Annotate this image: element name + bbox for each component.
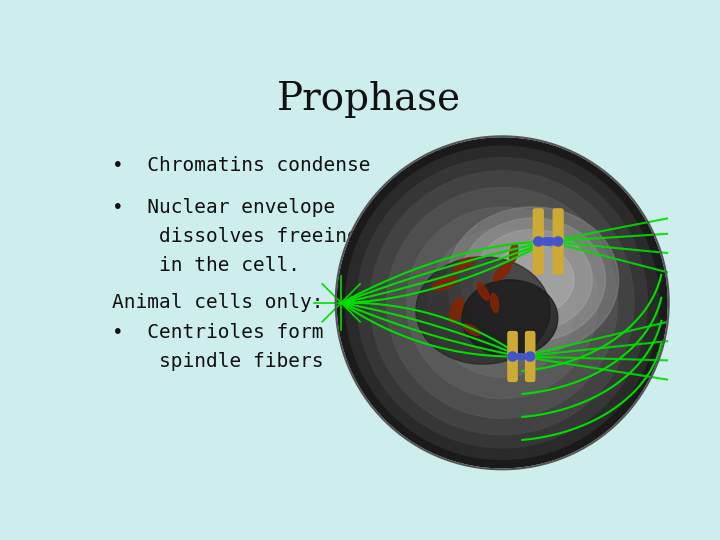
Ellipse shape	[474, 230, 593, 330]
Ellipse shape	[407, 207, 598, 399]
Ellipse shape	[449, 298, 463, 323]
Ellipse shape	[536, 238, 560, 245]
Circle shape	[554, 237, 563, 246]
Ellipse shape	[462, 280, 558, 356]
Ellipse shape	[490, 293, 499, 312]
Ellipse shape	[460, 218, 606, 341]
Ellipse shape	[387, 187, 618, 418]
Text: spindle fibers: spindle fibers	[112, 352, 324, 370]
Text: Animal cells only:: Animal cells only:	[112, 294, 324, 313]
Ellipse shape	[449, 250, 555, 355]
Circle shape	[526, 352, 535, 361]
Circle shape	[534, 237, 543, 246]
Text: in the cell.: in the cell.	[112, 256, 300, 275]
Ellipse shape	[511, 354, 532, 359]
Ellipse shape	[510, 244, 518, 262]
Ellipse shape	[463, 324, 480, 335]
Ellipse shape	[493, 264, 511, 281]
Text: Prophase: Prophase	[277, 82, 461, 118]
Ellipse shape	[346, 146, 659, 460]
FancyBboxPatch shape	[508, 332, 517, 381]
FancyBboxPatch shape	[526, 332, 535, 381]
Ellipse shape	[447, 207, 618, 353]
Ellipse shape	[454, 258, 474, 272]
Circle shape	[508, 352, 517, 361]
Ellipse shape	[432, 277, 457, 291]
Ellipse shape	[492, 245, 574, 315]
Text: •  Nuclear envelope: • Nuclear envelope	[112, 198, 336, 217]
Ellipse shape	[477, 283, 489, 300]
Ellipse shape	[338, 138, 667, 468]
Ellipse shape	[357, 158, 647, 448]
FancyBboxPatch shape	[553, 209, 563, 274]
Text: •  Centrioles form: • Centrioles form	[112, 322, 324, 342]
Ellipse shape	[370, 171, 634, 435]
Text: •  Chromatins condense: • Chromatins condense	[112, 156, 371, 176]
Text: dissolves freeing DNA: dissolves freeing DNA	[112, 227, 406, 246]
Ellipse shape	[416, 257, 550, 364]
Ellipse shape	[428, 228, 577, 377]
FancyBboxPatch shape	[534, 209, 543, 274]
